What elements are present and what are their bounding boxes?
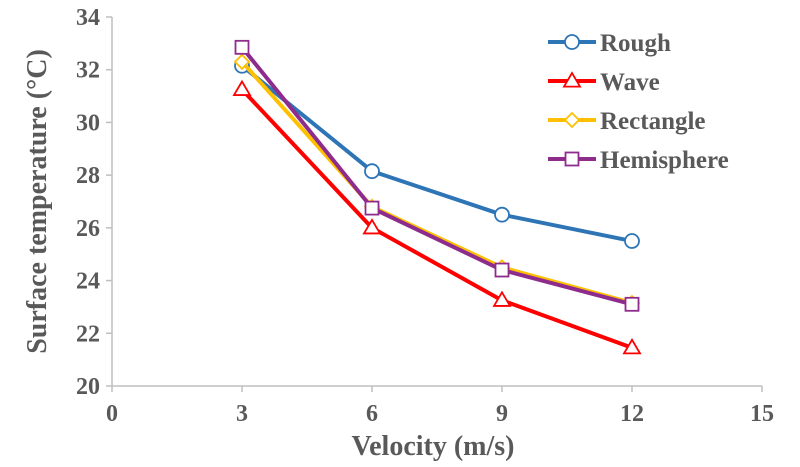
y-tick-label: 20 xyxy=(76,374,100,400)
data-point-rough xyxy=(624,233,640,249)
axes: 20 22 24 26 28 30 32 34 0 3 6 9 12 15 Velocity (m/s) Su… xyxy=(22,5,774,462)
x-tick-label: 9 xyxy=(496,401,508,427)
x-tick-label: 15 xyxy=(750,401,774,427)
y-tick-label: 30 xyxy=(76,110,100,136)
x-tick-label: 12 xyxy=(620,401,644,427)
legend-swatch-marker xyxy=(564,151,580,167)
legend-item-rectangle: Rectangle xyxy=(548,108,706,135)
legend-label-wave: Wave xyxy=(600,69,660,96)
series-line-rectangle xyxy=(240,60,633,305)
legend-item-hemisphere: Hemisphere xyxy=(548,147,729,174)
series-line-hemisphere xyxy=(240,46,633,307)
legend-label-hemisphere: Hemisphere xyxy=(600,147,729,174)
data-point-rough xyxy=(494,206,510,223)
x-tick-label: 3 xyxy=(236,401,248,427)
x-axis-title: Velocity (m/s) xyxy=(351,431,514,462)
x-tick-label: 6 xyxy=(366,401,378,427)
y-tick-label: 22 xyxy=(76,321,100,347)
series-line-wave xyxy=(240,88,633,350)
legend: Rough Wave Rectangle Hemisphere xyxy=(548,30,729,174)
legend-swatch-marker xyxy=(564,34,580,50)
legend-item-wave: Wave xyxy=(548,69,660,96)
y-tick-label: 32 xyxy=(76,58,100,84)
data-point-wave xyxy=(362,218,382,235)
legend-label-rough: Rough xyxy=(600,30,671,57)
data-point-hemisphere xyxy=(494,262,510,278)
data-point-hemisphere xyxy=(364,200,380,216)
data-point-rectangle xyxy=(233,53,251,71)
data-point-rough xyxy=(364,163,380,180)
y-tick-label: 26 xyxy=(76,216,100,242)
data-point-wave xyxy=(232,79,252,96)
y-tick-label: 28 xyxy=(76,163,100,189)
y-axis-title: Surface temperature (°C) xyxy=(22,49,53,354)
legend-swatch-marker xyxy=(562,71,582,88)
data-point-wave xyxy=(622,338,642,355)
data-point-hemisphere xyxy=(624,296,640,312)
series-line-rough xyxy=(240,64,633,243)
y-tick-label: 24 xyxy=(76,269,100,295)
y-tick-label: 34 xyxy=(76,5,100,31)
data-point-hemisphere xyxy=(234,39,250,55)
legend-item-rough: Rough xyxy=(548,30,671,57)
legend-label-rectangle: Rectangle xyxy=(600,108,706,135)
series-layer xyxy=(232,39,642,355)
data-point-wave xyxy=(492,290,512,307)
legend-swatch-marker xyxy=(563,111,581,129)
x-tick-label: 0 xyxy=(106,401,118,427)
